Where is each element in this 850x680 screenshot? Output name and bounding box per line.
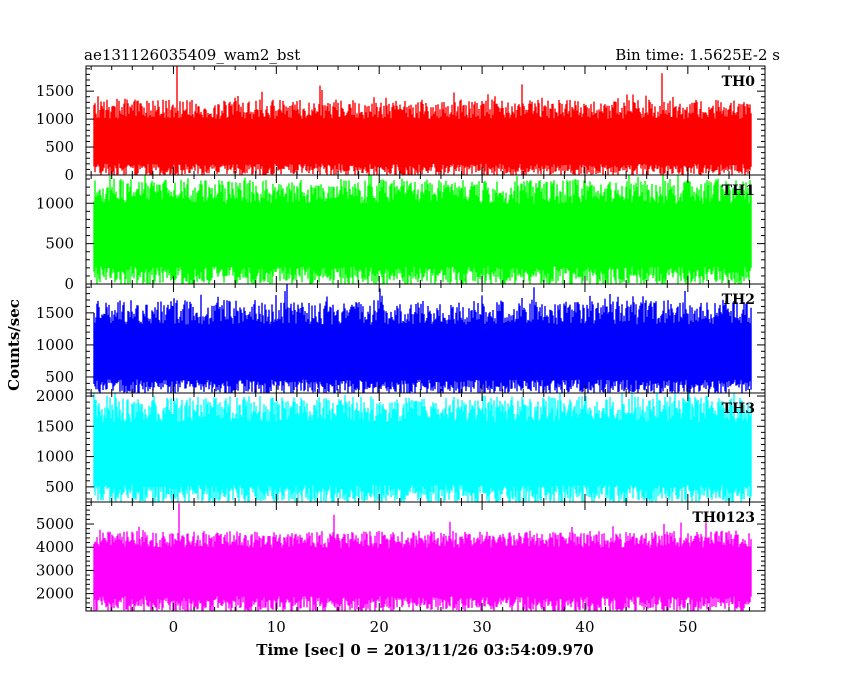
y-tick-label: 1000	[36, 110, 74, 128]
panel-label-th0123: TH0123	[692, 510, 755, 526]
panel-th3: 500 1000 1500 2000 TH3	[36, 387, 766, 503]
y-tick-label: 1500	[36, 82, 74, 100]
x-tick-label: 0	[169, 618, 179, 636]
x-tick-label: 40	[575, 618, 594, 636]
panel-th0123: 2000 3000 4000 5000 TH0123 0 10 20 30 40 50	[36, 501, 766, 636]
series-th2	[93, 284, 752, 393]
x-tick-label: 30	[473, 618, 492, 636]
y-tick-label: 500	[45, 368, 74, 386]
plot-title: ae131126035409_wam2_bst	[84, 46, 300, 64]
x-axis-label: Time [sec] 0 = 2013/11/26 03:54:09.970	[256, 641, 593, 659]
series-th3	[93, 393, 752, 502]
y-tick-label: 2000	[36, 387, 74, 405]
panel-th1: 0 500 1000 TH1	[36, 174, 766, 293]
y-tick-label: 500	[45, 235, 74, 253]
y-tick-label: 1500	[36, 304, 74, 322]
bin-time-label: Bin time: 1.5625E-2 s	[615, 46, 780, 64]
y-axis-label: Counts/sec	[5, 299, 23, 391]
panel-th2: 500 1000 1500 TH2	[36, 283, 766, 394]
y-tick-label: 3000	[36, 561, 74, 579]
y-tick-label: 1000	[36, 194, 74, 212]
panel-label-th0: TH0	[722, 74, 756, 90]
y-tick-label: 1500	[36, 417, 74, 435]
y-tick-label: 0	[64, 275, 74, 293]
series-th0123	[93, 503, 752, 611]
x-tick-label: 10	[267, 618, 286, 636]
y-tick-label: 2000	[36, 585, 74, 603]
panel-th0: 0 500 1000 1500 TH0	[36, 65, 766, 184]
y-tick-label: 500	[45, 138, 74, 156]
y-tick-label: 5000	[36, 515, 74, 533]
y-tick-label: 0	[64, 166, 74, 184]
panels: 050010001500TH005001000TH150010001500TH2…	[36, 65, 766, 636]
panel-label-th3: TH3	[722, 401, 755, 417]
series-th0	[93, 66, 752, 175]
x-tick-label: 50	[678, 618, 697, 636]
y-tick-label: 1000	[36, 448, 74, 466]
y-tick-label: 500	[45, 478, 74, 496]
panel-label-th2: TH2	[722, 292, 755, 308]
series-th1	[93, 175, 752, 284]
panel-label-th1: TH1	[722, 183, 755, 199]
x-tick-label: 20	[370, 618, 389, 636]
y-tick-label: 4000	[36, 538, 74, 556]
y-tick-label: 1000	[36, 336, 74, 354]
